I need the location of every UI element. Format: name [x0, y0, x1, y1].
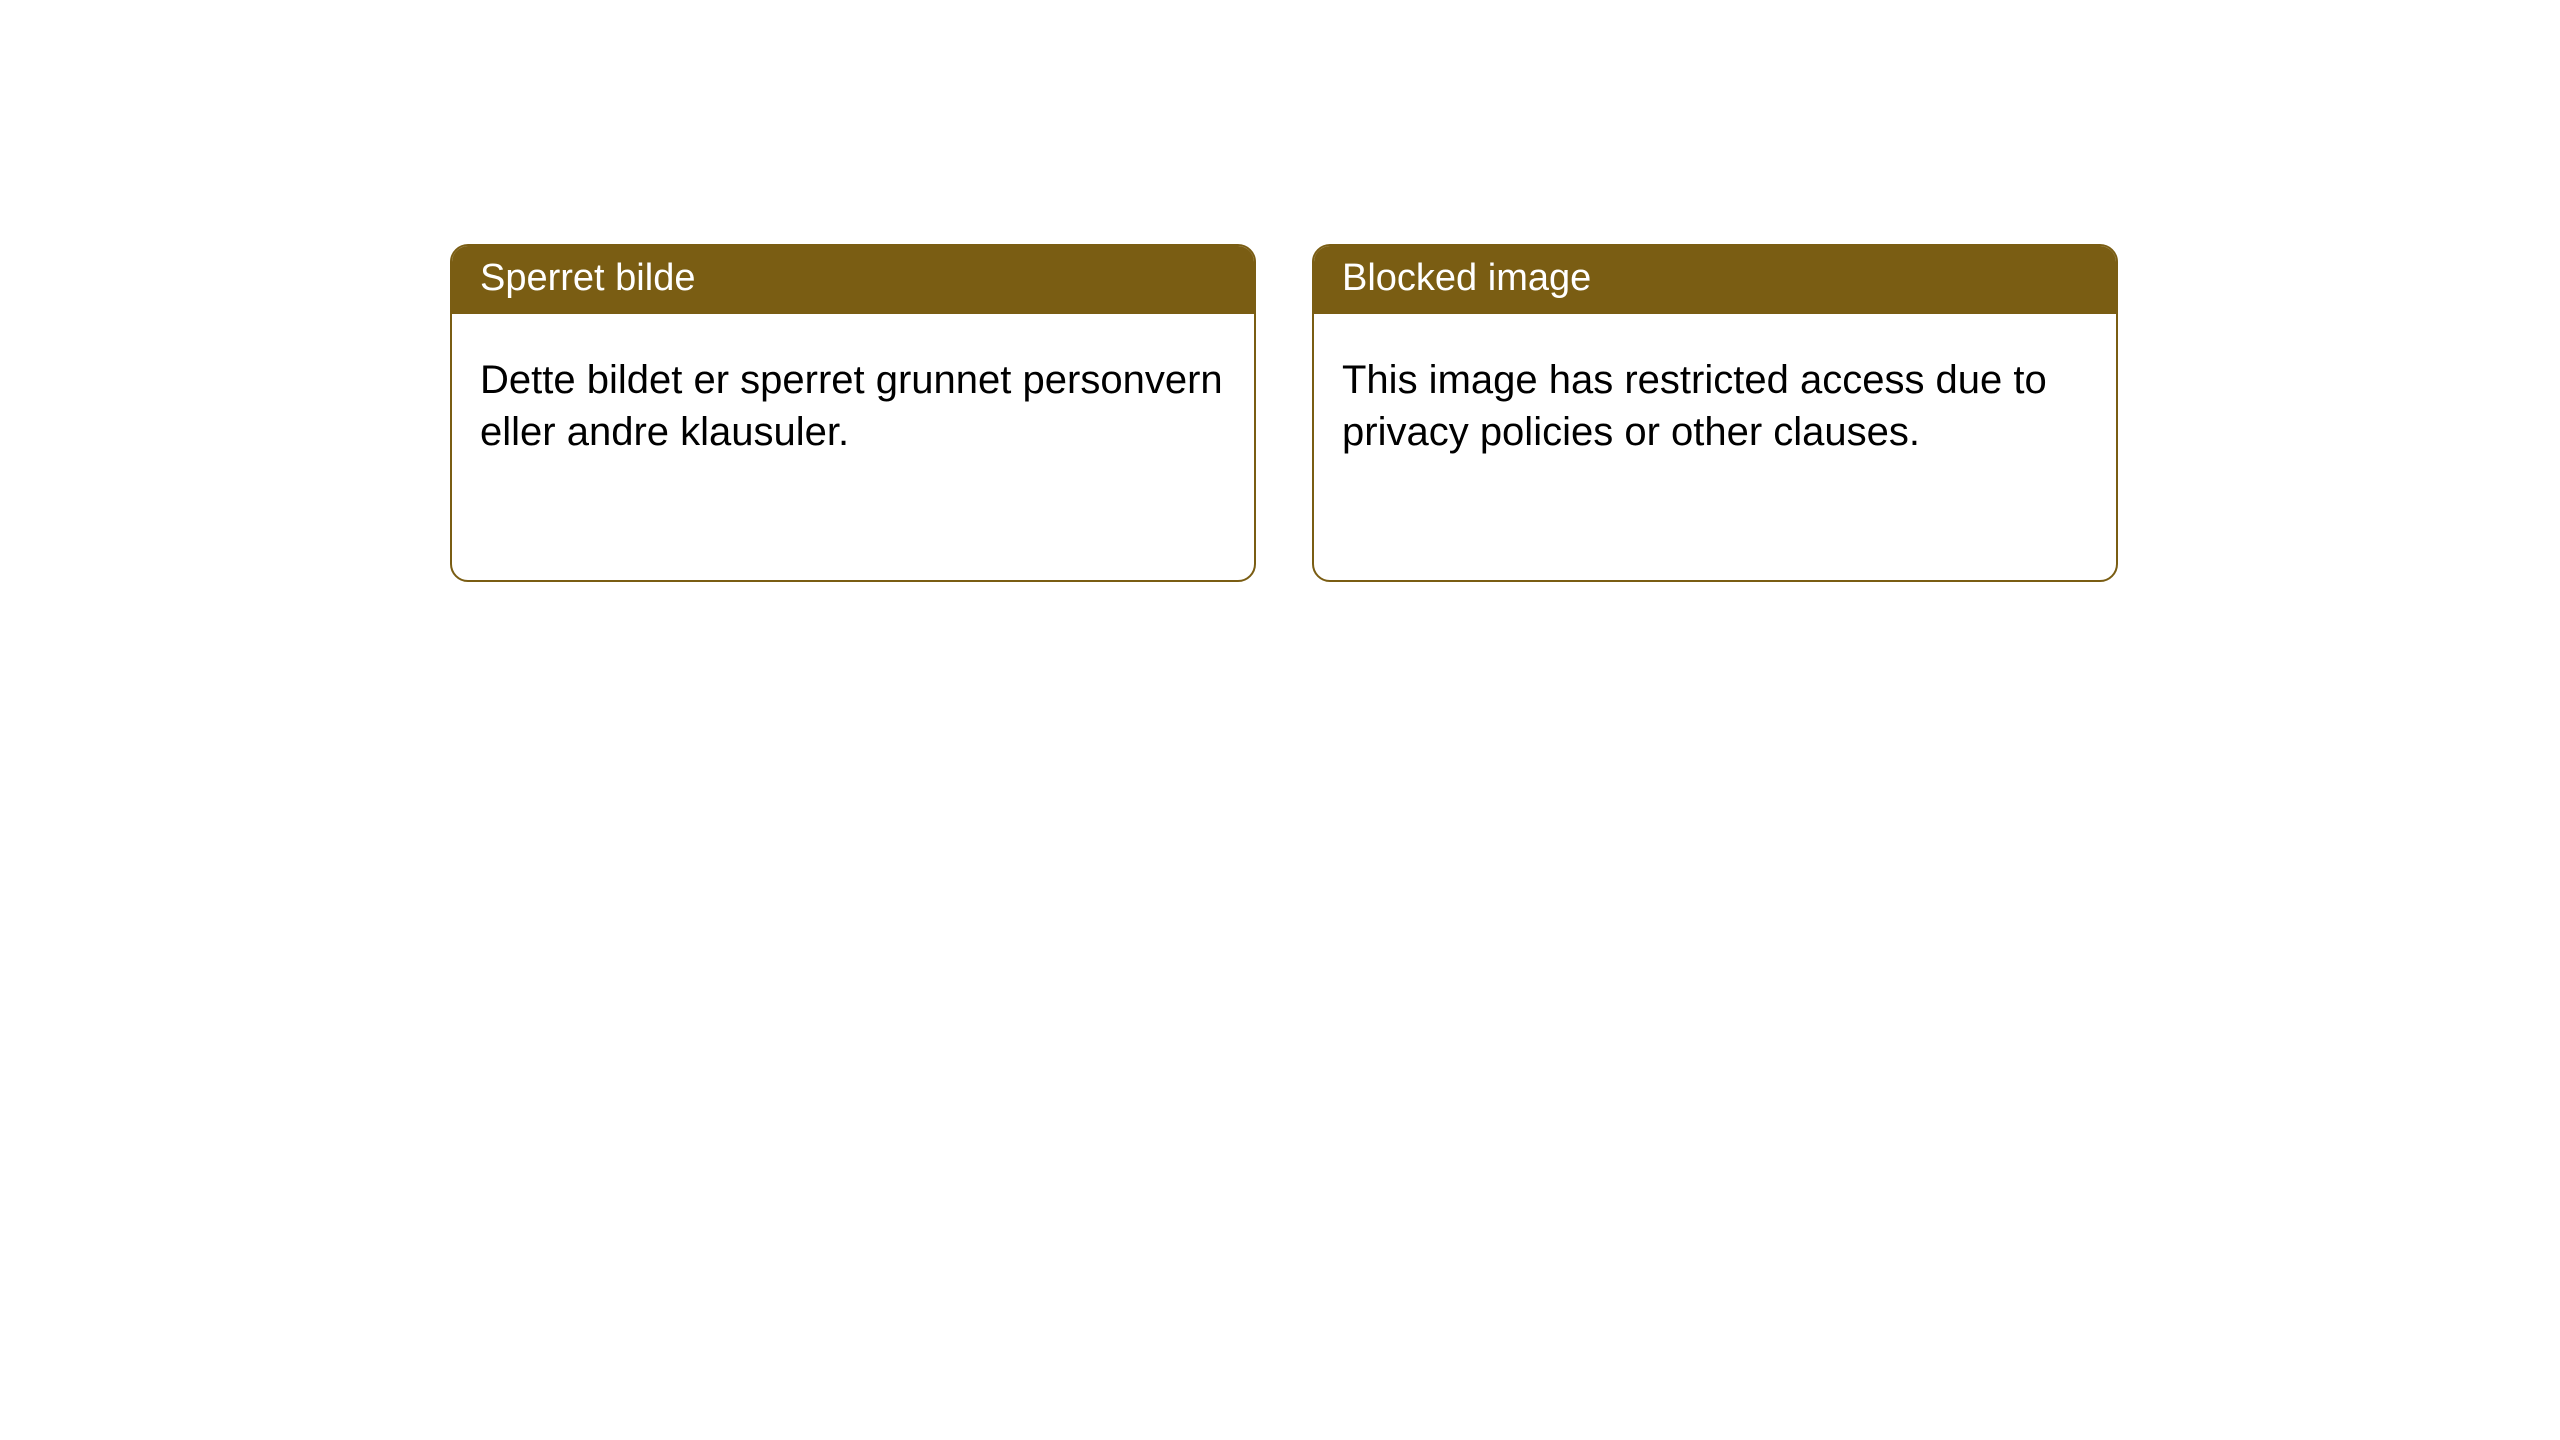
notice-header: Blocked image: [1314, 246, 2116, 314]
notice-body: Dette bildet er sperret grunnet personve…: [452, 314, 1254, 486]
notice-body-text: This image has restricted access due to …: [1342, 358, 2047, 454]
notice-header: Sperret bilde: [452, 246, 1254, 314]
notice-container: Sperret bilde Dette bildet er sperret gr…: [0, 0, 2560, 582]
notice-title: Blocked image: [1342, 257, 1591, 299]
notice-card-norwegian: Sperret bilde Dette bildet er sperret gr…: [450, 244, 1256, 582]
notice-title: Sperret bilde: [480, 257, 695, 299]
notice-body: This image has restricted access due to …: [1314, 314, 2116, 486]
notice-body-text: Dette bildet er sperret grunnet personve…: [480, 358, 1223, 454]
notice-card-english: Blocked image This image has restricted …: [1312, 244, 2118, 582]
